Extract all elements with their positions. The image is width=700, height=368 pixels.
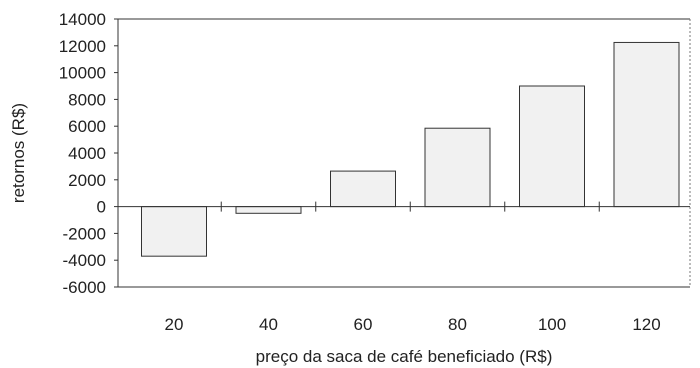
y-tick-label: 6000 — [68, 117, 106, 136]
x-axis-labels: 20 40 60 80 100 120 — [165, 315, 661, 334]
bars — [141, 41, 680, 257]
x-tick-label: 80 — [448, 315, 467, 334]
bar-120 — [613, 41, 680, 208]
y-tick-label: -2000 — [63, 224, 106, 243]
y-tick-label: 12000 — [59, 37, 106, 56]
bar-60 — [330, 170, 396, 208]
x-axis-title: preço da saca de café beneficiado (R$) — [256, 347, 553, 366]
x-tick-label: 20 — [165, 315, 184, 334]
y-tick-label: 2000 — [68, 171, 106, 190]
zero-axis — [118, 201, 690, 212]
y-tick-label: -6000 — [63, 278, 106, 297]
y-tick-label: 8000 — [68, 90, 106, 109]
y-axis-title: retornos (R$) — [9, 103, 28, 203]
y-tick-label: 10000 — [59, 64, 106, 83]
bar-100 — [519, 85, 585, 208]
x-tick-label: 120 — [632, 315, 660, 334]
y-tick-label: 0 — [97, 198, 106, 217]
plot-frame — [117, 18, 691, 288]
y-tick-label: 14000 — [59, 10, 106, 29]
bar-80 — [424, 127, 491, 208]
y-tick-label: -4000 — [63, 251, 106, 270]
y-axis-ticks: 14000 12000 10000 8000 6000 4000 2000 0 -2000 -40… — [59, 10, 118, 297]
bar-20 — [141, 206, 207, 257]
x-tick-label: 40 — [259, 315, 278, 334]
x-tick-label: 60 — [354, 315, 373, 334]
bar-40 — [235, 206, 302, 214]
y-tick-label: 4000 — [68, 144, 106, 163]
x-tick-label: 100 — [538, 315, 566, 334]
